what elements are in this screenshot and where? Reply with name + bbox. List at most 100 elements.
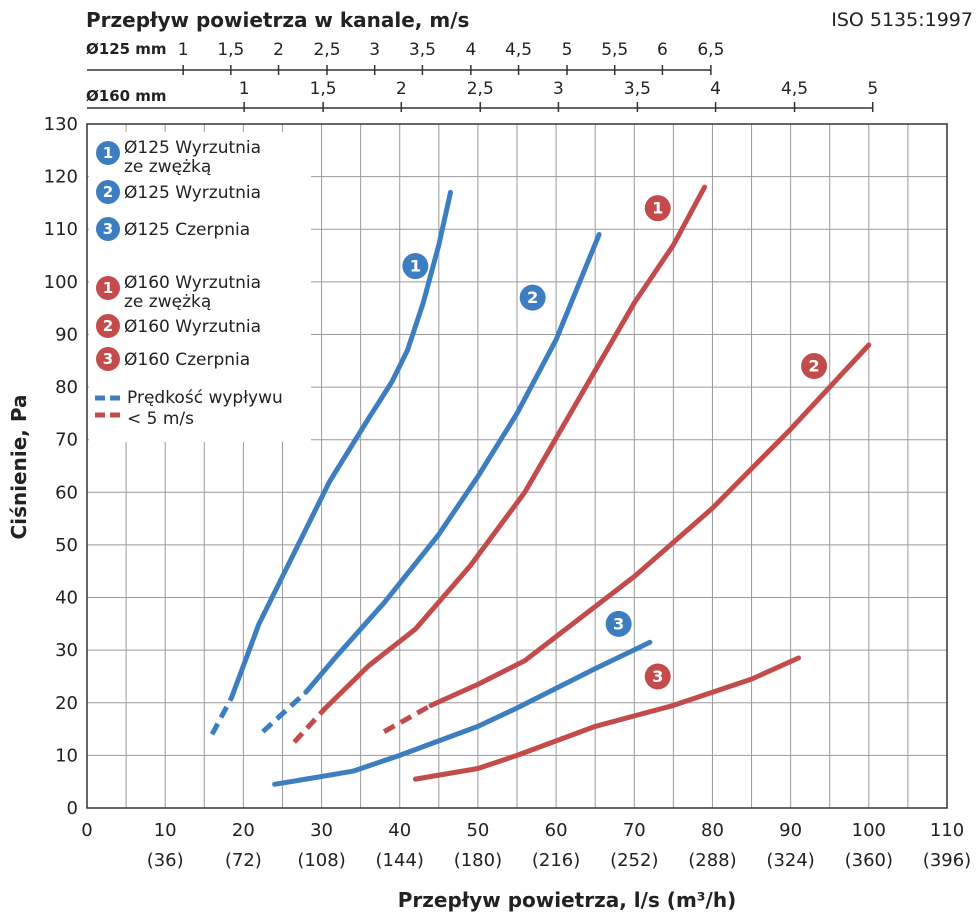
marker-number: 1 [103,279,113,297]
legend-marker: 2 [96,180,120,204]
legend-label: Ø125 Wyrzutnia [124,138,261,158]
marker-number: 2 [103,317,113,335]
legend-label: Ø125 Czerpnia [124,220,250,240]
legend-dash-label: Prędkość wypływu [127,388,283,408]
plot-frame [86,123,948,809]
series-4: 1 [292,184,708,744]
y-tick-label: 70 [55,430,78,451]
marker-circle [96,217,120,241]
x-tick-label: 100 [852,820,886,841]
y-tick-label: 50 [55,535,78,556]
legend-marker: 2 [96,314,120,338]
x-tick-label: 80 [701,820,724,841]
marker-number: 3 [103,220,113,238]
top-axis-125-tick-label: 1,5 [217,40,244,60]
top-axis-125-tick-label: 2,5 [313,40,340,60]
x-tick-sublabel: (216) [532,850,580,871]
top-axis-160-tick-label: 3 [553,79,564,99]
marker-number: 2 [808,356,819,375]
x-tick-sublabel: (396) [923,850,971,871]
marker-circle [96,141,120,165]
top-axis-125-tick-label: 6,5 [697,40,724,60]
marker-number: 1 [103,144,113,162]
top-axis-125-tick-label: 6 [657,40,668,60]
legend-marker: 3 [96,217,120,241]
top-axis-125-tick-label: 3,5 [409,40,436,60]
marker-number: 1 [652,199,663,218]
legend-label: Ø125 Wyrzutnia [124,183,261,203]
chart-title: Przepływ powietrza w kanale, m/s [86,8,469,32]
marker-circle [96,276,120,300]
x-tick-label: 20 [232,820,255,841]
x-tick-sublabel: (252) [610,850,658,871]
y-tick-label: 80 [55,377,78,398]
legend-label: ze zwężką [124,157,211,177]
top-axis-125-label: Ø125 mm [86,40,167,58]
marker-number: 3 [652,667,663,686]
x-tick-sublabel: (144) [376,850,424,871]
series-line-dashed [382,703,433,734]
x-tick-label: 70 [623,820,646,841]
series-line-dashed [292,706,328,744]
legend-marker: 1 [96,276,120,300]
series-line-solid [229,189,453,700]
top-axis-125-tick-label: 2 [273,40,284,60]
y-axis-label: Ciśnienie, Pa [7,395,31,540]
axes: 0 10(36)20(72)30(108)40(144)50(180)60(216… [44,40,972,871]
y-tick-label: 90 [55,324,78,345]
series-marker: 2 [801,353,828,380]
marker-circle [519,284,546,311]
y-tick-label: 100 [44,272,78,293]
standard-label: ISO 5135:1997 [831,9,973,31]
top-axis-125-tick-label: 4,5 [505,40,532,60]
marker-number: 3 [103,350,113,368]
marker-circle [605,610,632,637]
series-marker: 2 [519,284,546,311]
series-marker: 3 [644,663,671,690]
x-axis-label: Przepływ powietrza, l/s (m³/h) [398,888,736,912]
series-marker: 1 [402,253,429,280]
x-tick-label: 90 [779,820,802,841]
top-axis-125-tick-label: 4 [465,40,476,60]
x-tick-sublabel: (324) [766,850,814,871]
series-line-dashed [209,696,234,736]
marker-circle [96,314,120,338]
top-axis-125-tick-label: 1 [178,40,189,60]
legend-background [89,132,311,442]
x-tick-label: 0 [81,820,92,841]
series-3: 3 [272,610,653,787]
marker-circle [801,353,828,380]
marker-circle [644,195,671,222]
marker-circle [96,347,120,371]
top-axis-160-tick-label: 5 [867,79,878,99]
x-tick-sublabel: (180) [454,850,502,871]
x-tick-sublabel: (360) [845,850,893,871]
y-tick-label: 60 [55,482,78,503]
series-6: 3 [412,655,801,782]
y-tick-label: 30 [55,640,78,661]
top-axis-160-tick-label: 2 [396,79,407,99]
series-1: 1 [209,189,453,736]
series-lines: 1 2 3 1 2 3 [209,184,872,787]
marker-circle [96,180,120,204]
top-axis-160-tick-label: 4,5 [781,79,808,99]
x-tick-label: 60 [545,820,568,841]
series-line-solid [272,639,653,787]
top-axis-160-tick-label: 2,5 [467,79,494,99]
top-axis-160-label: Ø160 mm [86,87,167,105]
x-tick-sublabel: (72) [225,850,262,871]
legend-dash-label: < 5 m/s [127,409,194,429]
marker-number: 1 [410,257,421,276]
legend-marker: 1 [96,141,120,165]
y-tick-label: 120 [44,167,78,188]
series-marker: 1 [644,195,671,222]
series-line-solid [323,184,708,711]
marker-number: 3 [613,614,624,633]
x-tick-label: 110 [930,820,964,841]
marker-number: 2 [103,183,113,201]
x-tick-sublabel: (108) [297,850,345,871]
y-tick-label: 40 [55,588,78,609]
legend-label: Ø160 Czerpnia [124,350,250,370]
